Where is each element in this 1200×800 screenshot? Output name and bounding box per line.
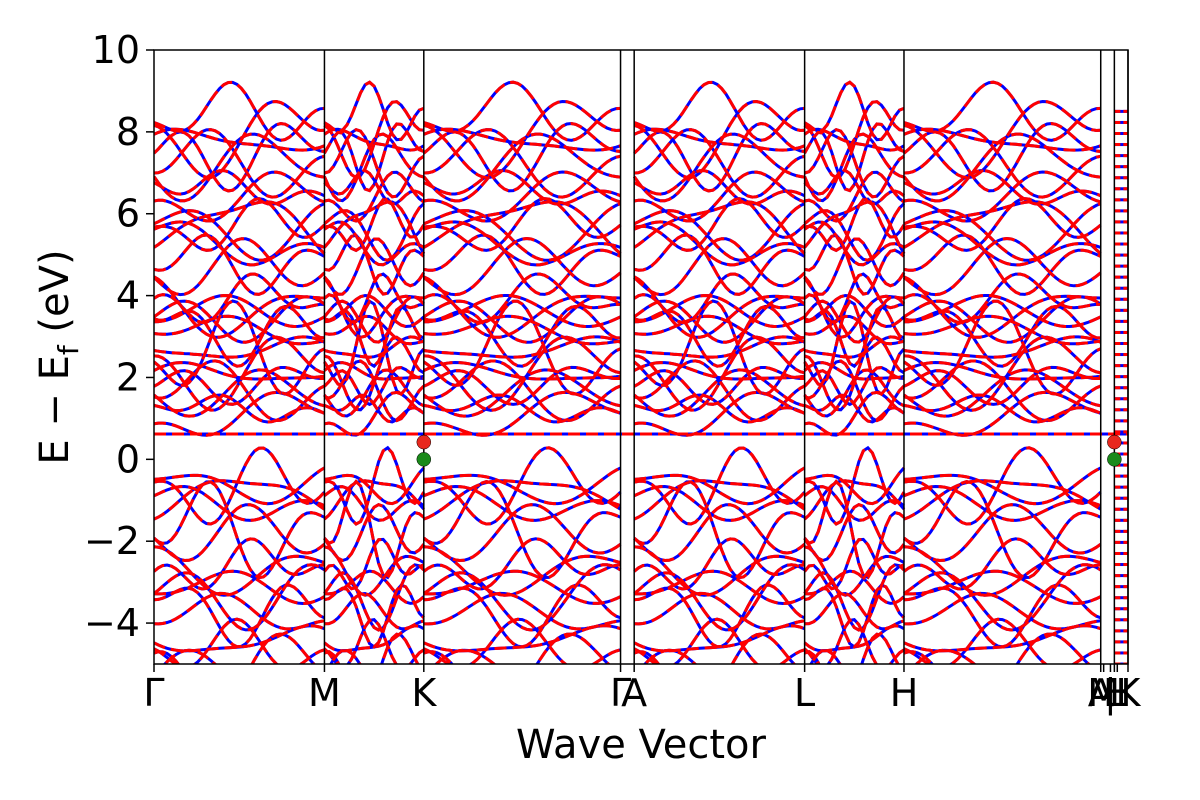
- band-line: [154, 335, 1102, 412]
- x-tick-label: H: [1103, 671, 1132, 715]
- band-line: [154, 299, 1102, 397]
- band-line: [154, 569, 1102, 606]
- band-edge-marker: [1107, 434, 1122, 450]
- band-line: [154, 479, 1102, 580]
- band-line: [154, 121, 1101, 193]
- y-tick-label: 6: [116, 192, 140, 236]
- band-line: [154, 466, 1102, 506]
- y-tick-label: 0: [116, 437, 140, 481]
- band-line: [154, 583, 1102, 649]
- y-tick-label: −4: [84, 601, 140, 645]
- band-line: [154, 335, 1102, 359]
- band-series: [154, 80, 1128, 664]
- band-line: [154, 445, 1102, 526]
- y-axis: −4 −2 0 2 4 6 8 10: [84, 28, 154, 645]
- band-line: [154, 502, 1102, 563]
- plot-frame: [153, 49, 1129, 665]
- band-line: [154, 295, 1102, 344]
- band-line: [154, 314, 1101, 346]
- band-line: [154, 197, 1102, 253]
- band-line: [154, 304, 1101, 369]
- band-line: [154, 390, 1102, 437]
- x-tick-label: A: [1088, 671, 1114, 715]
- y-tick-label: 10: [92, 28, 140, 72]
- y-tick-label: 8: [116, 110, 140, 154]
- band-line: [154, 275, 1101, 339]
- x-tick-label: H: [890, 671, 919, 715]
- band-line: [154, 365, 1101, 407]
- x-tick-label: Γ: [610, 671, 631, 715]
- band-line: [154, 168, 1102, 206]
- band-line: [154, 233, 1102, 296]
- y-tick-label: −2: [84, 519, 140, 563]
- band-edge-markers: [416, 434, 1122, 467]
- band-line: [154, 617, 1102, 664]
- y-axis-label: E − Ef (eV): [32, 249, 85, 464]
- band-line: [154, 293, 1102, 329]
- band-line: [154, 591, 1101, 631]
- x-tick-label: A: [621, 671, 647, 715]
- band-line: [154, 202, 1102, 262]
- x-tick-label: K: [411, 671, 437, 715]
- band-line: [154, 220, 1102, 267]
- band-edge-marker: [416, 434, 432, 450]
- x-tick-label: |: [1104, 671, 1117, 716]
- band-edge-marker: [416, 452, 432, 467]
- band-line: [154, 99, 1101, 180]
- x-tick-label: M: [1087, 671, 1120, 715]
- band-line: [154, 484, 1102, 522]
- band-line: [154, 170, 1102, 223]
- x-tick-label: M: [308, 671, 341, 715]
- band-line: [154, 236, 1102, 297]
- x-tick-label: L: [794, 671, 815, 715]
- band-line: [154, 545, 1102, 597]
- kpoint-lines: [323, 50, 1129, 664]
- band-line: [154, 360, 1101, 381]
- band-line: [154, 80, 1101, 142]
- y-tick-label: 2: [116, 355, 140, 399]
- x-tick-label: L: [1104, 671, 1125, 715]
- band-line: [154, 272, 1101, 325]
- x-axis: Γ M K ΓA L H AM|LHK: [143, 664, 1142, 716]
- band-line: [154, 127, 1102, 199]
- band-line: [154, 200, 1102, 255]
- band-edge-marker: [1107, 452, 1122, 467]
- band-line: [154, 479, 1102, 521]
- x-tick-label: Γ: [143, 671, 164, 715]
- band-line: [154, 563, 1102, 632]
- band-lines: [154, 80, 1128, 664]
- y-tick-label: 4: [116, 274, 140, 318]
- x-axis-label: Wave Vector: [516, 722, 767, 768]
- band-line: [154, 393, 1102, 424]
- x-tick-label: K: [1116, 671, 1142, 715]
- band-line: [154, 132, 1101, 203]
